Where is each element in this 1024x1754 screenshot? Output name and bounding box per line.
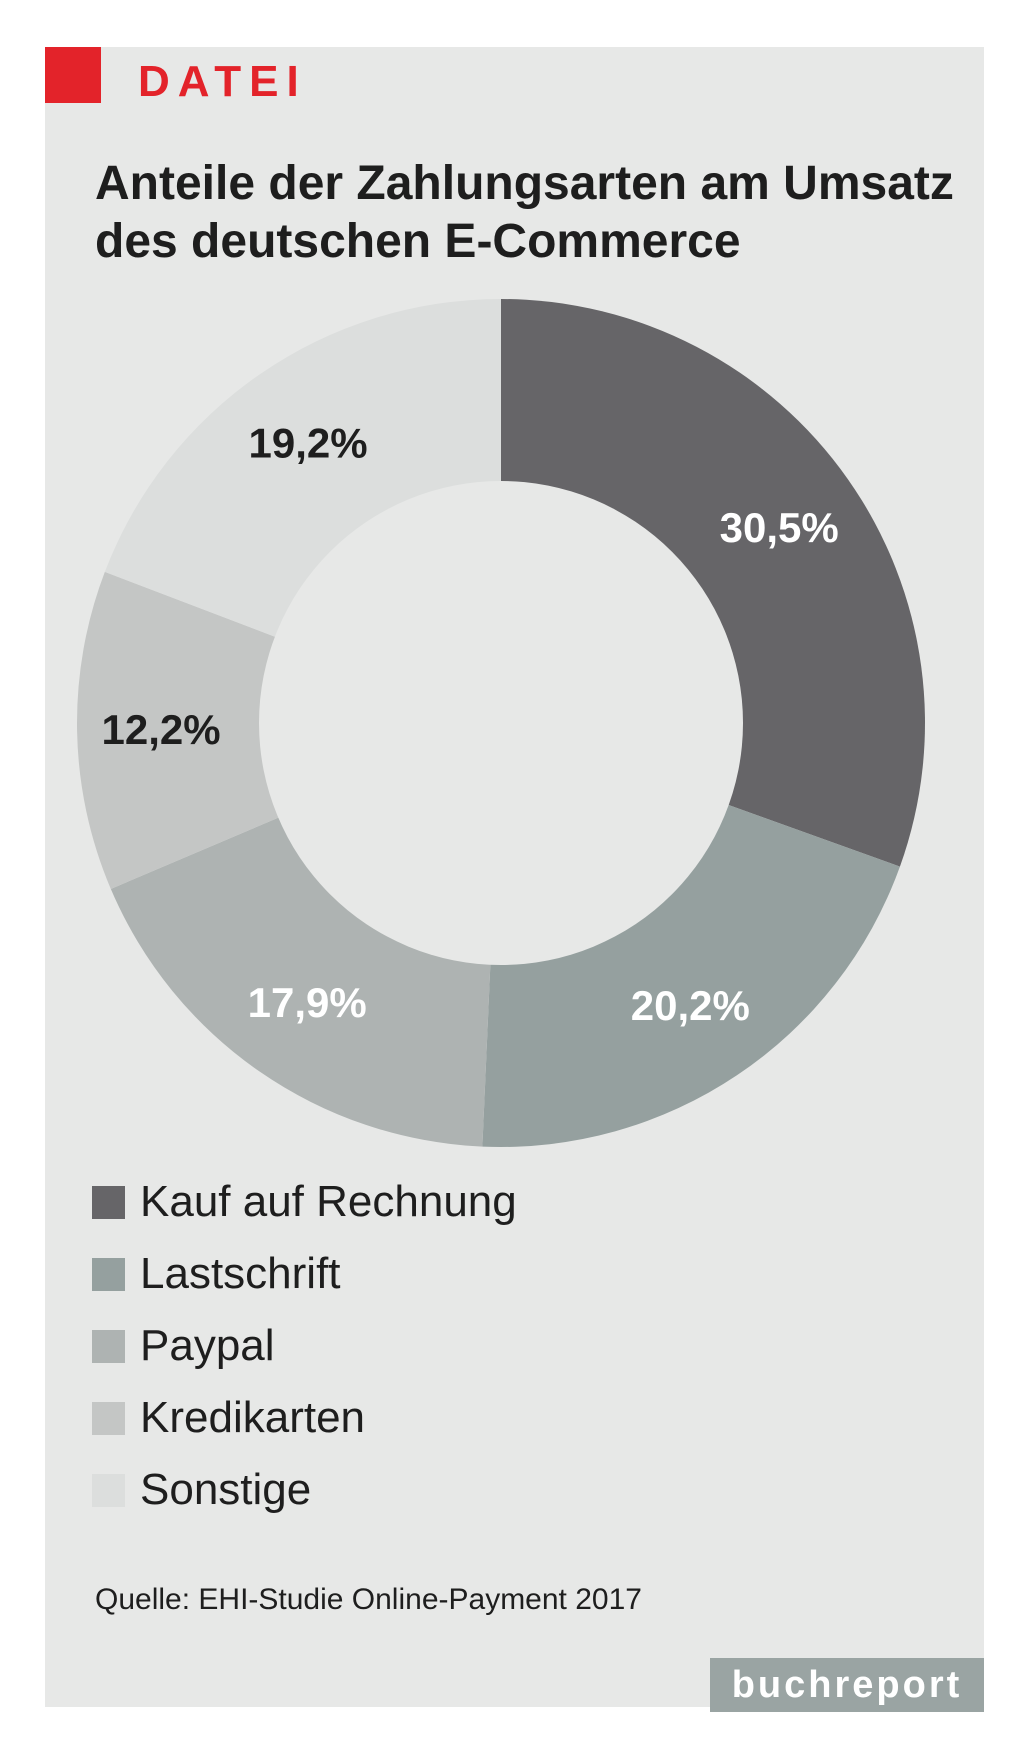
legend-label: Kauf auf Rechnung — [140, 1177, 517, 1226]
legend-item: Lastschrift — [92, 1238, 792, 1310]
slice-value-label-0: 30,5% — [720, 504, 839, 551]
legend-label: Kredikarten — [140, 1393, 366, 1442]
donut-value-labels: 30,5% 20,2% 17,9% 12,2% 19,2% — [102, 420, 839, 1029]
legend-label: Sonstige — [140, 1465, 312, 1514]
slice-value-label-2: 17,9% — [248, 979, 367, 1026]
chart-legend: Kauf auf Rechnung Lastschrift Paypal Kredik… — [92, 1166, 792, 1526]
donut-hole — [259, 481, 743, 965]
section-kicker: DATEI — [138, 57, 307, 106]
chart-title: Anteile der Zahlungsarten am Umsatz des … — [95, 157, 954, 268]
brand-logo: buchreport — [710, 1658, 984, 1712]
legend-label: Lastschrift — [140, 1249, 341, 1298]
slice-value-label-1: 20,2% — [631, 982, 750, 1029]
legend-swatch — [92, 1401, 125, 1435]
legend-swatch — [92, 1329, 125, 1363]
legend-swatch — [92, 1185, 125, 1219]
brand-accent-square — [45, 47, 101, 103]
legend-swatch — [92, 1257, 125, 1291]
legend-item: Paypal — [92, 1310, 792, 1382]
legend-label: Paypal — [140, 1321, 275, 1370]
slice-value-label-4: 19,2% — [249, 420, 368, 467]
source-note: Quelle: EHI-Studie Online-Payment 2017 — [95, 1583, 642, 1616]
legend-item: Kauf auf Rechnung — [92, 1166, 792, 1238]
legend-item: Sonstige — [92, 1454, 792, 1526]
legend-swatch — [92, 1473, 125, 1507]
donut-chart: 30,5% 20,2% 17,9% 12,2% 19,2% — [76, 299, 925, 1147]
slice-value-label-3: 12,2% — [102, 706, 221, 753]
legend-item: Kredikarten — [92, 1382, 792, 1454]
